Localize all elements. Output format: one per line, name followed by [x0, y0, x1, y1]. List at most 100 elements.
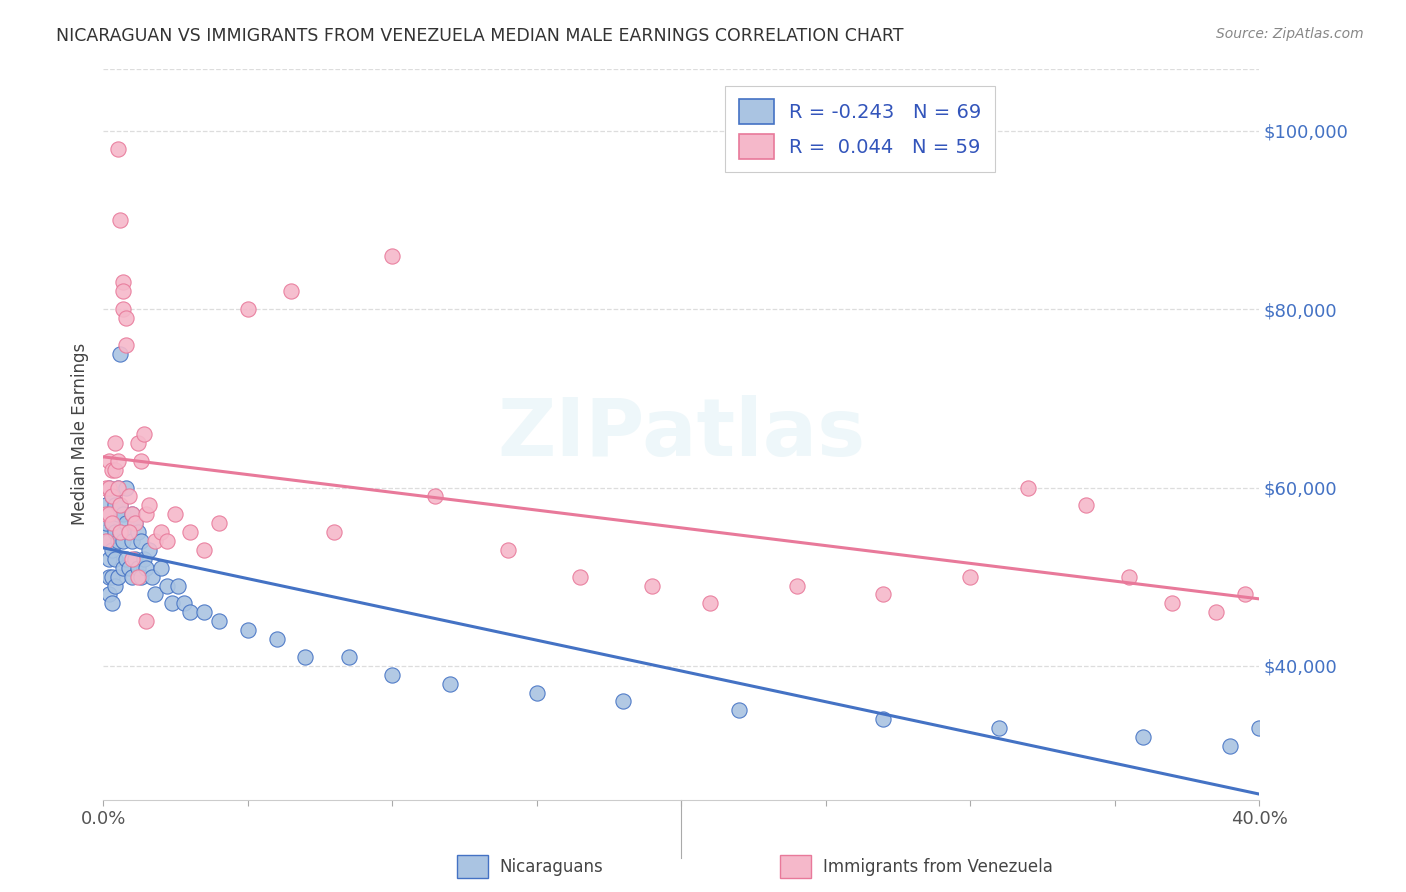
Point: [135, 508, 157, 522]
Point: [323, 525, 346, 540]
Point: [112, 276, 135, 290]
Point: [193, 542, 215, 557]
Point: [129, 454, 152, 468]
Point: [1233, 587, 1256, 601]
Point: [112, 533, 135, 548]
Point: [1017, 481, 1039, 495]
Point: [127, 560, 149, 574]
Point: [124, 516, 146, 531]
Point: [526, 685, 548, 699]
Point: [104, 578, 127, 592]
Point: [101, 490, 124, 504]
Point: [280, 285, 302, 299]
Point: [132, 551, 155, 566]
Y-axis label: Median Male Earnings: Median Male Earnings: [72, 343, 89, 525]
Point: [496, 542, 519, 557]
Point: [104, 499, 127, 513]
Point: [1132, 730, 1154, 744]
Point: [97, 533, 120, 548]
Point: [612, 694, 634, 708]
Text: NICARAGUAN VS IMMIGRANTS FROM VENEZUELA MEDIAN MALE EARNINGS CORRELATION CHART: NICARAGUAN VS IMMIGRANTS FROM VENEZUELA …: [56, 27, 904, 45]
Point: [156, 578, 179, 592]
Point: [97, 551, 120, 566]
Point: [94, 499, 117, 513]
Point: [959, 569, 981, 583]
Point: [94, 508, 117, 522]
Point: [988, 721, 1011, 735]
Point: [208, 516, 231, 531]
Point: [121, 508, 143, 522]
Point: [786, 578, 808, 592]
Text: ZIPatlas: ZIPatlas: [496, 395, 865, 473]
Point: [141, 569, 163, 583]
Point: [149, 560, 172, 574]
Point: [1219, 739, 1241, 753]
Point: [94, 533, 117, 548]
Point: [97, 508, 120, 522]
Point: [118, 525, 141, 540]
Point: [115, 516, 138, 531]
Point: [94, 516, 117, 531]
Point: [104, 463, 127, 477]
Point: [110, 525, 132, 540]
Point: [107, 481, 129, 495]
Point: [381, 249, 404, 263]
Point: [97, 569, 120, 583]
Point: [115, 481, 138, 495]
Point: [110, 499, 132, 513]
Point: [121, 569, 143, 583]
Point: [112, 560, 135, 574]
Point: [266, 632, 288, 646]
Point: [94, 481, 117, 495]
Point: [149, 525, 172, 540]
Point: [101, 542, 124, 557]
Text: Nicaraguans: Nicaraguans: [499, 858, 603, 876]
Point: [132, 427, 155, 442]
Point: [118, 525, 141, 540]
Point: [129, 533, 152, 548]
Point: [101, 490, 124, 504]
Point: [129, 569, 152, 583]
Point: [1118, 569, 1140, 583]
Point: [107, 454, 129, 468]
Point: [135, 560, 157, 574]
Point: [1205, 605, 1227, 619]
Point: [110, 525, 132, 540]
Point: [236, 302, 259, 317]
Point: [101, 569, 124, 583]
Point: [173, 596, 195, 610]
Point: [1249, 721, 1271, 735]
Point: [872, 712, 894, 726]
Point: [124, 551, 146, 566]
Point: [101, 596, 124, 610]
Point: [107, 142, 129, 156]
Point: [121, 508, 143, 522]
Point: [641, 578, 664, 592]
Point: [208, 614, 231, 628]
Point: [118, 560, 141, 574]
Point: [568, 569, 591, 583]
Point: [97, 587, 120, 601]
Point: [156, 533, 179, 548]
Point: [872, 587, 894, 601]
Point: [121, 551, 143, 566]
Point: [127, 525, 149, 540]
Point: [101, 463, 124, 477]
Point: [1161, 596, 1184, 610]
Point: [121, 533, 143, 548]
Point: [135, 614, 157, 628]
Point: [162, 596, 184, 610]
Point: [728, 703, 751, 717]
Point: [115, 311, 138, 326]
Point: [124, 516, 146, 531]
Text: Source: ZipAtlas.com: Source: ZipAtlas.com: [1216, 27, 1364, 41]
Point: [94, 525, 117, 540]
Point: [115, 338, 138, 352]
Point: [110, 347, 132, 361]
Point: [193, 605, 215, 619]
Point: [97, 481, 120, 495]
Point: [112, 285, 135, 299]
Point: [425, 490, 447, 504]
Point: [101, 516, 124, 531]
Point: [294, 649, 316, 664]
